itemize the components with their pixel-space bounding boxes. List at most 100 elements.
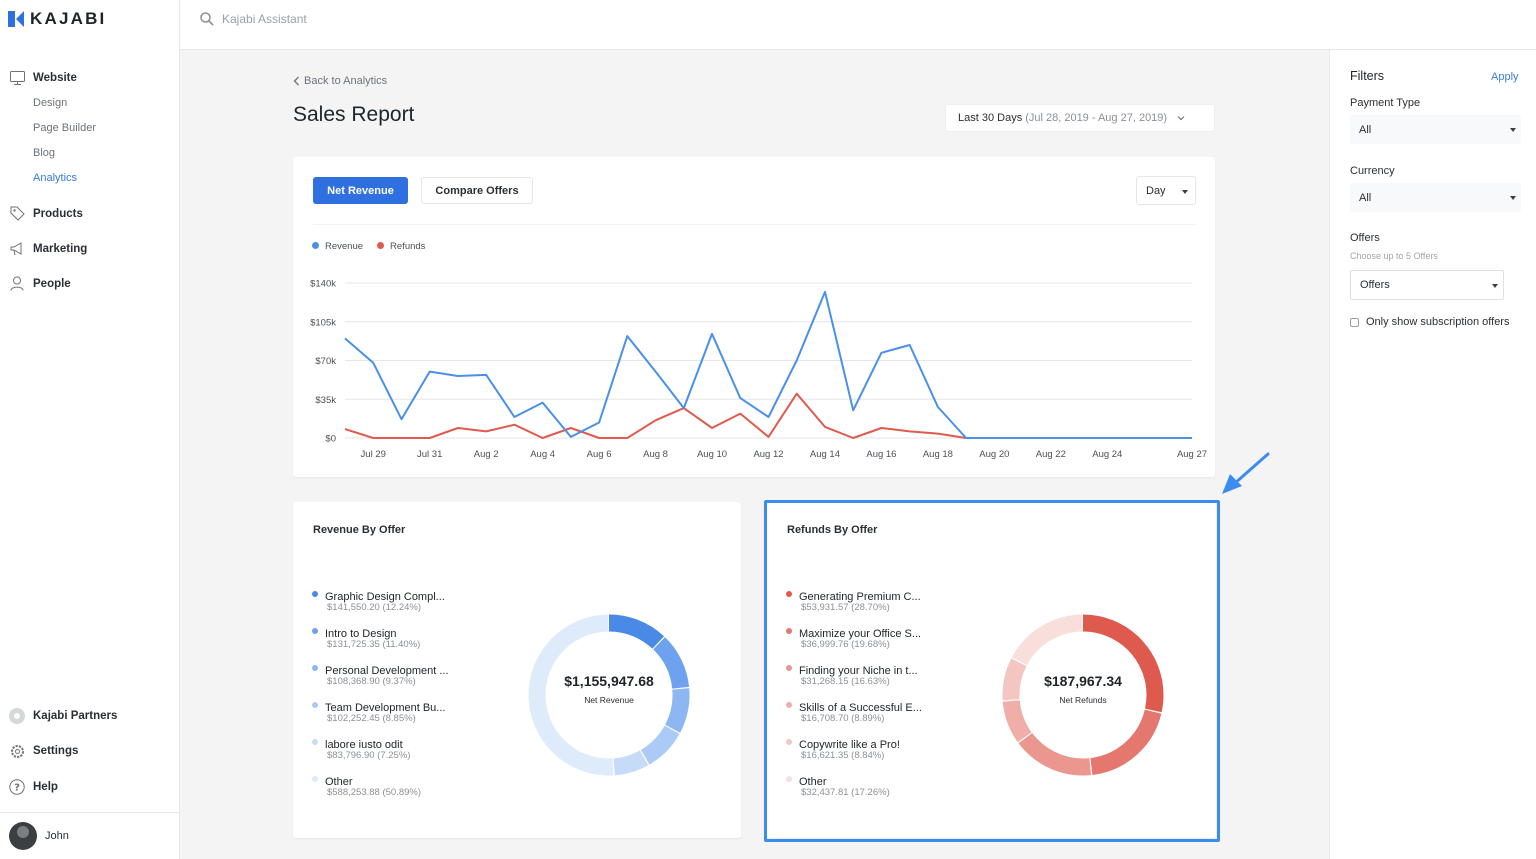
legend-item-revenue[interactable]: Revenue — [312, 241, 363, 252]
card-title: Revenue By Offer — [313, 524, 406, 536]
offer-value: $16,708.70 (8.89%) — [801, 713, 885, 724]
kajabi-logo[interactable]: KAJABI — [8, 9, 107, 29]
offer-value: $588,253.88 (50.89%) — [327, 787, 422, 798]
sidebar-item-label: People — [33, 277, 71, 290]
donut-slice — [528, 614, 690, 776]
offer-value: $31,268.15 (16.63%) — [801, 676, 890, 687]
payment-type-value: All — [1359, 123, 1372, 136]
interval-select[interactable]: Day — [1136, 176, 1196, 205]
offer-name: labore iusto odit — [325, 739, 403, 751]
sidebar-item-products[interactable]: Products — [0, 196, 180, 231]
net-revenue-button[interactable]: Net Revenue — [313, 177, 408, 204]
apply-filters-button[interactable]: Apply — [1491, 71, 1519, 83]
offer-item: Finding your Niche in t... $31,268.15 (16… — [786, 665, 986, 702]
page-title: Sales Report — [293, 103, 415, 126]
sidebar-item-settings[interactable]: Settings — [0, 734, 180, 770]
annotation-arrow-icon — [1222, 452, 1270, 494]
x-tick-label: Aug 24 — [1092, 449, 1122, 460]
x-tick-label: Aug 27 — [1177, 449, 1207, 460]
offer-name: Personal Development ... — [325, 665, 449, 677]
sidebar-item-people[interactable]: People — [0, 266, 180, 301]
chevron-left-icon — [293, 76, 299, 86]
refunds-total-label: Net Refunds — [1059, 695, 1107, 705]
sidebar-item-label: Products — [33, 207, 83, 220]
filters-title: Filters — [1350, 69, 1385, 83]
back-label: Back to Analytics — [304, 75, 388, 87]
sidebar-item-label: Marketing — [33, 242, 88, 255]
currency-select[interactable]: All — [1350, 183, 1521, 212]
user-menu[interactable]: John — [0, 812, 180, 859]
offer-name: Team Development Bu... — [325, 702, 446, 714]
gear-icon — [9, 743, 25, 759]
x-tick-label: Aug 16 — [866, 449, 896, 460]
offer-name: Finding your Niche in t... — [799, 665, 918, 677]
date-range-select[interactable]: Last 30 Days (Jul 28, 2019 - Aug 27, 201… — [945, 104, 1215, 132]
divider — [313, 224, 1195, 225]
offers-select[interactable]: Offers — [1350, 270, 1504, 300]
revenue-donut: $1,155,947.68 Net Revenue — [524, 610, 694, 780]
compare-offers-button[interactable]: Compare Offers — [421, 177, 533, 204]
topbar: Kajabi Assistant — [180, 0, 1536, 50]
search-input[interactable]: Kajabi Assistant — [200, 12, 307, 26]
y-tick-label: $35k — [315, 395, 336, 406]
offer-item: Personal Development ... $108,368.90 (9.3… — [312, 665, 512, 702]
sidebar-item-help[interactable]: ? Help — [0, 769, 180, 805]
offer-dot — [312, 665, 318, 671]
caret-down-icon — [1510, 196, 1516, 200]
offer-value: $131,725.35 (11.40%) — [327, 639, 421, 650]
sidebar-item-page-builder[interactable]: Page Builder — [33, 121, 96, 134]
legend-dot — [312, 242, 319, 249]
refunds-donut-chart — [1002, 614, 1164, 776]
sales-chart-card: Net Revenue Compare Offers Day Revenue R… — [293, 157, 1215, 477]
offer-dot — [786, 665, 792, 671]
sidebar-item-blog[interactable]: Blog — [33, 146, 56, 159]
megaphone-icon — [9, 241, 25, 257]
offer-item: Graphic Design Compl... $141,550.20 (12.2… — [312, 591, 512, 628]
offer-dot — [786, 776, 792, 782]
y-tick-label: $140k — [310, 279, 336, 290]
sidebar-item-label: Kajabi Partners — [33, 709, 118, 722]
sidebar-item-marketing[interactable]: Marketing — [0, 231, 180, 266]
interval-value: Day — [1146, 184, 1166, 197]
sidebar-item-design[interactable]: Design — [33, 96, 68, 109]
offer-dot — [786, 628, 792, 634]
svg-text:?: ? — [14, 782, 20, 793]
legend-item-refunds[interactable]: Refunds — [377, 241, 425, 252]
revenue-offer-list: Graphic Design Compl... $141,550.20 (12.2… — [312, 591, 512, 813]
date-range-detail: (Jul 28, 2019 - Aug 27, 2019) — [1025, 112, 1168, 124]
offer-name: Other — [325, 776, 353, 788]
caret-down-icon — [1510, 128, 1516, 132]
x-tick-label: Aug 6 — [587, 449, 612, 460]
sidebar-item-label: Settings — [33, 745, 79, 758]
sidebar-item-label: Website — [33, 72, 77, 84]
refunds-offer-list: Generating Premium C... $53,931.57 (28.70… — [786, 591, 986, 813]
offer-dot — [786, 702, 792, 708]
donut-slice — [528, 614, 690, 776]
y-tick-label: $0 — [325, 434, 336, 445]
legend-label: Revenue — [325, 241, 364, 252]
help-icon: ? — [9, 779, 25, 795]
revenue-donut-chart — [528, 614, 690, 776]
currency-label: Currency — [1350, 165, 1395, 177]
offer-dot — [786, 739, 792, 745]
offer-item: Copywrite like a Pro! $16,621.35 (8.84%) — [786, 739, 986, 776]
x-tick-label: Aug 10 — [697, 449, 727, 460]
back-to-analytics-link[interactable]: Back to Analytics — [293, 75, 387, 87]
checkbox-box — [1350, 317, 1359, 327]
sidebar-item-analytics[interactable]: Analytics — [33, 171, 78, 184]
x-tick-label: Jul 31 — [417, 449, 442, 460]
sidebar-item-website[interactable]: Website — [0, 66, 180, 90]
x-tick-label: Aug 14 — [810, 449, 840, 460]
payment-type-select[interactable]: All — [1350, 115, 1521, 144]
subscription-only-checkbox[interactable]: Only show subscription offers — [1350, 316, 1509, 328]
offer-name: Copywrite like a Pro! — [799, 739, 900, 751]
offer-item: Skills of a Successful E... $16,708.70 (8… — [786, 702, 986, 739]
sidebar-item-kajabi-partners[interactable]: Kajabi Partners — [0, 698, 180, 734]
y-tick-label: $70k — [315, 356, 336, 367]
search-placeholder: Kajabi Assistant — [222, 12, 307, 26]
avatar — [9, 822, 37, 850]
offer-item: Maximize your Office S... $36,999.76 (19.… — [786, 628, 986, 665]
x-tick-label: Aug 20 — [979, 449, 1009, 460]
app-name: KAJABI — [30, 9, 107, 28]
payment-type-label: Payment Type — [1350, 97, 1421, 109]
